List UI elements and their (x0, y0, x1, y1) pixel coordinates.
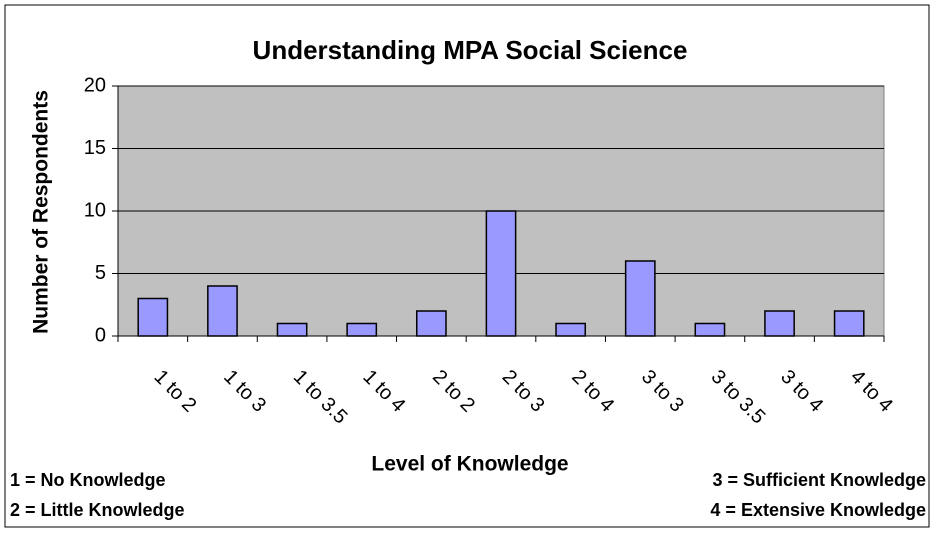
y-tick-label: 10 (84, 199, 106, 221)
y-tick-label: 15 (84, 137, 106, 159)
bar (485, 210, 517, 337)
bar (694, 322, 726, 337)
bar (624, 260, 656, 337)
annotation: 3 = Sufficient Knowledge (712, 470, 926, 490)
y-tick-label: 0 (95, 324, 106, 346)
bar (764, 310, 795, 337)
bar (276, 322, 308, 337)
y-tick-label: 20 (84, 74, 106, 96)
y-axis-label: Number of Respondents (30, 90, 53, 334)
bar (137, 297, 169, 337)
annotation: 4 = Extensive Knowledge (710, 500, 926, 520)
bar (346, 322, 378, 337)
bar (833, 310, 865, 337)
chart-title: Understanding MPA Social Science (253, 35, 688, 65)
annotation: 2 = Little Knowledge (10, 500, 185, 520)
annotation: 1 = No Knowledge (10, 470, 166, 490)
x-axis-label: Level of Knowledge (371, 453, 568, 476)
y-tick-label: 5 (95, 262, 106, 284)
bar (207, 285, 238, 337)
bar (415, 310, 447, 337)
bar (555, 322, 587, 337)
